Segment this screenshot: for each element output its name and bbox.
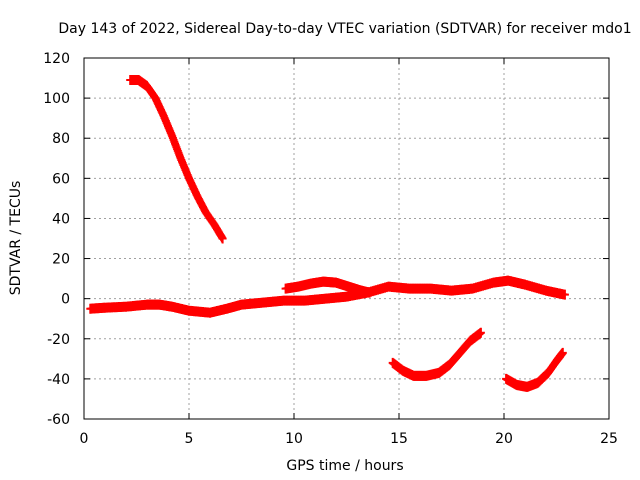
plot-frame	[83, 57, 610, 420]
y-tick-label: 120	[43, 51, 70, 67]
x-tick-label: 0	[80, 431, 89, 447]
y-tick-label: -20	[47, 332, 70, 348]
x-axis-label: GPS time / hours	[286, 458, 403, 474]
y-tick-labels: -60 -40 -20 0 20 40 60 80 100 120	[43, 51, 70, 428]
tick-marks	[83, 57, 610, 420]
x-tick-label: 25	[600, 431, 618, 447]
chart-title: Day 143 of 2022, Sidereal Day-to-day VTE…	[58, 21, 631, 37]
y-tick-label: 80	[52, 131, 70, 147]
x-tick-label: 15	[390, 431, 408, 447]
y-tick-label: -40	[47, 372, 70, 388]
y-tick-label: 100	[43, 91, 70, 107]
series-arc-5	[502, 347, 567, 392]
y-tick-label: 20	[52, 252, 70, 268]
y-tick-label: 0	[61, 292, 70, 308]
x-tick-label: 10	[285, 431, 303, 447]
data-point	[476, 327, 485, 338]
data-point	[218, 233, 227, 244]
y-tick-label: 60	[52, 171, 70, 187]
data-points	[86, 75, 569, 392]
series-arc-1	[126, 75, 227, 244]
grid-lines	[84, 58, 609, 419]
data-point	[560, 289, 569, 300]
series-arc-3	[281, 276, 374, 298]
data-point	[365, 287, 374, 298]
x-tick-label: 5	[185, 431, 194, 447]
data-point	[558, 347, 567, 358]
y-tick-label: -60	[47, 412, 70, 428]
y-tick-label: 40	[52, 211, 70, 227]
x-tick-label: 20	[495, 431, 513, 447]
series-arc-2	[86, 275, 569, 318]
y-axis-label: SDTVAR / TECUs	[8, 181, 24, 296]
series-arc-4	[388, 327, 485, 381]
x-tick-labels: 0 5 10 15 20 25	[80, 431, 618, 447]
